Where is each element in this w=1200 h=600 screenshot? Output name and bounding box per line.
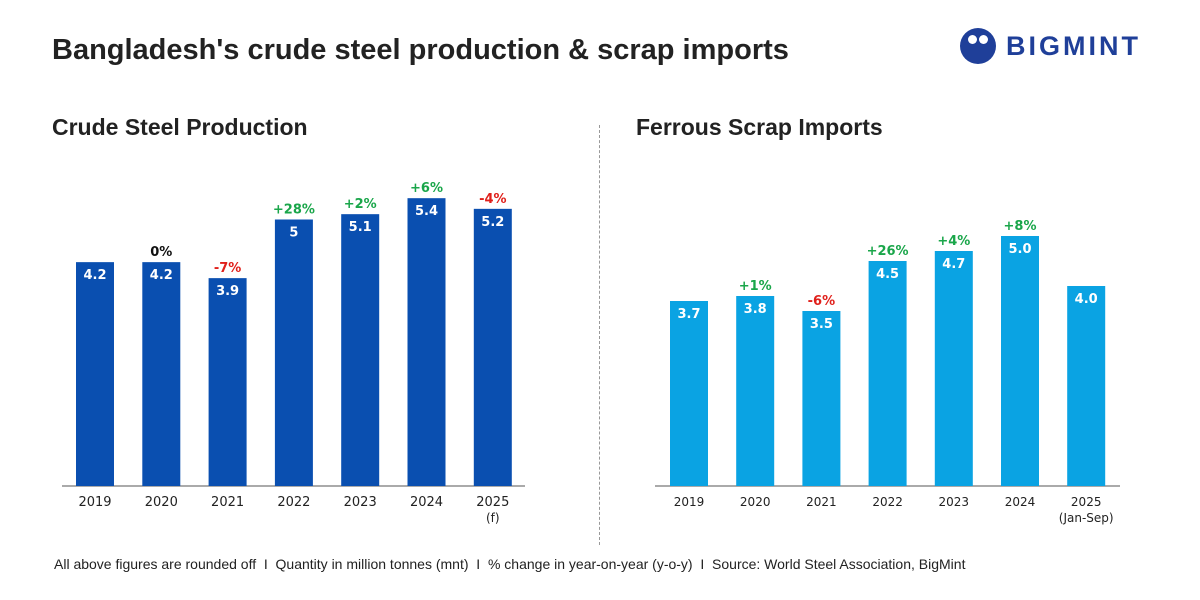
scrap-chart-title: Ferrous Scrap Imports [636,114,883,140]
logo-icon [960,28,996,64]
steel-x-tick-label: 2024 [410,495,443,510]
steel-bar-2021 [208,278,247,486]
logo-text: BIGMINT [1006,30,1141,61]
steel-value-label: 4.2 [83,268,106,283]
steel-x-tick-label: 2023 [344,495,377,510]
steel-value-label: 4.2 [150,268,173,283]
steel-value-label: 5.4 [415,204,438,219]
scrap-bar-2021 [802,311,841,486]
steel-bar-2022 [274,219,313,486]
scrap-x-tick-label: 2019 [674,495,705,509]
scrap-change-label: +8% [1004,219,1037,234]
scrap-x-tick-label: 2022 [872,495,903,509]
steel-change-label: +2% [344,197,377,212]
scrap-value-label: 4.0 [1075,292,1098,307]
steel-change-label: +28% [273,203,315,218]
steel-value-label: 5.2 [481,215,504,230]
steel-bar-2020 [142,262,181,486]
steel-x-tick-label: 2021 [211,495,244,510]
scrap-bar-2019 [670,301,708,486]
steel-bar-2023 [341,214,380,487]
chart-title: Bangladesh's crude steel production & sc… [52,34,789,66]
scrap-x-tick-label: 2021 [806,495,837,509]
steel-x-tick-label: 2022 [277,495,310,510]
bigmint-logo: BIGMINT [960,28,1141,64]
scrap-x-tick-label: 2024 [1005,495,1036,509]
steel-change-label: 0% [150,245,172,260]
scrap-bar-2025 [1067,286,1106,486]
scrap-x-tick-note: (Jan-Sep) [1059,511,1114,525]
steel-change-label: -7% [214,261,241,276]
scrap-x-tick-label: 2025 [1071,495,1102,509]
scrap-value-label: 3.8 [744,302,767,317]
steel-x-tick-note: (f) [486,511,500,525]
scrap-value-label: 4.5 [876,267,899,282]
steel-change-label: -4% [479,192,506,207]
steel-x-tick-label: 2025 [476,495,509,510]
scrap-bar-2024 [1001,236,1039,486]
steel-x-tick-label: 2019 [78,495,111,510]
scrap-bar-2023 [934,251,973,486]
scrap-value-label: 4.7 [942,257,965,272]
scrap-bar-2022 [868,261,907,486]
steel-x-tick-label: 2020 [145,495,178,510]
scrap-value-label: 5.0 [1008,242,1031,257]
scrap-bar-2020 [736,296,775,486]
steel-value-label: 5.1 [349,220,372,235]
steel-value-label: 3.9 [216,284,239,299]
footer-note: All above figures are rounded off I Quan… [54,556,966,572]
scrap-change-label: +1% [739,279,772,294]
steel-value-label: 5 [289,226,298,241]
scrap-value-label: 3.5 [810,317,833,332]
divider [599,125,600,545]
steel-change-label: +6% [410,181,443,196]
scrap-change-label: +26% [867,244,909,259]
steel-chart-title: Crude Steel Production [52,114,308,140]
scrap-x-tick-label: 2023 [939,495,970,509]
steel-bar-2025 [473,208,512,486]
scrap-value-label: 3.7 [677,307,700,322]
steel-bar-2019 [76,262,114,486]
scrap-change-label: -6% [808,294,835,309]
scrap-x-tick-label: 2020 [740,495,771,509]
steel-bar-2024 [407,198,446,486]
scrap-change-label: +4% [937,234,970,249]
